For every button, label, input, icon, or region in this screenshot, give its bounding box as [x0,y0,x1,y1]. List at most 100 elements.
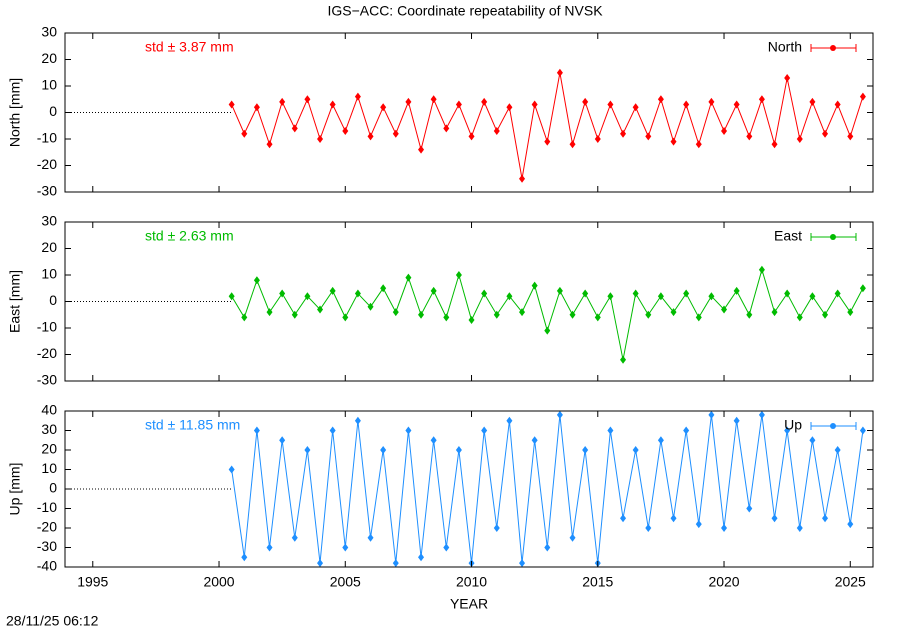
data-point [329,286,336,295]
data-point [354,416,361,425]
data-point [279,436,286,445]
data-point [241,553,248,562]
data-point [443,313,450,322]
data-point [859,426,866,435]
y-tick-label: 30 [41,24,57,40]
data-point [367,132,374,141]
data-point [721,305,728,314]
data-point [569,140,576,149]
data-point [721,524,728,532]
data-point [519,559,526,568]
data-point [607,100,614,109]
data-point [253,426,260,435]
data-point [228,465,235,474]
x-tick-label: 2010 [456,574,487,590]
data-point [304,95,311,104]
y-tick-label: -20 [37,519,57,535]
data-point [291,310,298,319]
y-axis-label: Up [mm] [7,463,23,516]
data-point [582,289,589,298]
data-point [455,100,462,109]
data-point [809,436,816,445]
data-point [746,310,753,319]
data-point [392,559,399,568]
x-tick-label: 2025 [835,574,866,590]
series-line [231,414,864,564]
y-axis-label: East [mm] [7,270,23,333]
data-point [556,286,563,295]
data-point [481,426,488,435]
std-annotation: std ± 3.87 mm [145,39,234,55]
data-point [291,124,298,133]
data-point [758,410,765,419]
data-point [771,308,778,317]
data-point [266,308,273,317]
data-point [430,436,437,445]
y-tick-label: 20 [41,50,57,66]
data-point [784,289,791,298]
data-point [657,292,664,301]
data-point [594,135,601,143]
data-point [481,289,488,298]
data-point [721,127,728,136]
data-point [468,132,475,141]
data-point [418,145,425,154]
y-tick-label: -30 [37,538,57,554]
data-point [405,273,412,282]
data-point [392,308,399,317]
data-point [455,271,462,279]
y-tick-label: 10 [41,460,57,476]
plot-frame [64,410,874,568]
data-point [632,103,639,112]
data-point [809,292,816,301]
data-point [784,74,791,83]
data-point [468,316,475,325]
data-point [657,95,664,104]
data-point [317,305,324,314]
data-point [632,446,639,454]
data-point [418,553,425,562]
x-tick-label: 2020 [708,574,739,590]
data-point [771,514,778,523]
data-point [544,543,551,552]
y-tick-label: 40 [41,402,57,418]
data-point [556,410,563,419]
data-point [657,436,664,445]
y-tick-label: -40 [37,558,57,574]
data-point [607,426,614,435]
data-point [304,292,311,301]
data-point [834,100,841,109]
data-point [253,276,260,285]
data-point [304,446,311,454]
data-point [367,533,374,542]
data-point [758,95,765,104]
data-point [380,284,387,293]
data-point [733,100,740,109]
y-tick-label: 10 [41,77,57,93]
data-point [645,132,652,141]
data-point [796,135,803,143]
data-point [279,289,286,298]
std-annotation: std ± 11.85 mm [145,417,240,433]
data-point [695,313,702,322]
data-point [670,308,677,317]
y-tick-label: 20 [41,239,57,255]
plot-frame [64,221,874,382]
y-tick-label: 10 [41,266,57,282]
data-point [746,132,753,141]
legend-marker [830,45,836,51]
std-annotation: std ± 2.63 mm [145,228,234,244]
data-point [493,127,500,136]
plot-frame [64,32,874,193]
data-point [544,326,551,335]
data-point [443,124,450,133]
data-point [809,97,816,106]
data-point [582,446,589,454]
data-point [645,524,652,532]
data-point [329,100,336,109]
data-point [758,265,765,274]
data-point [834,289,841,298]
data-point [430,286,437,295]
data-point [822,129,829,138]
